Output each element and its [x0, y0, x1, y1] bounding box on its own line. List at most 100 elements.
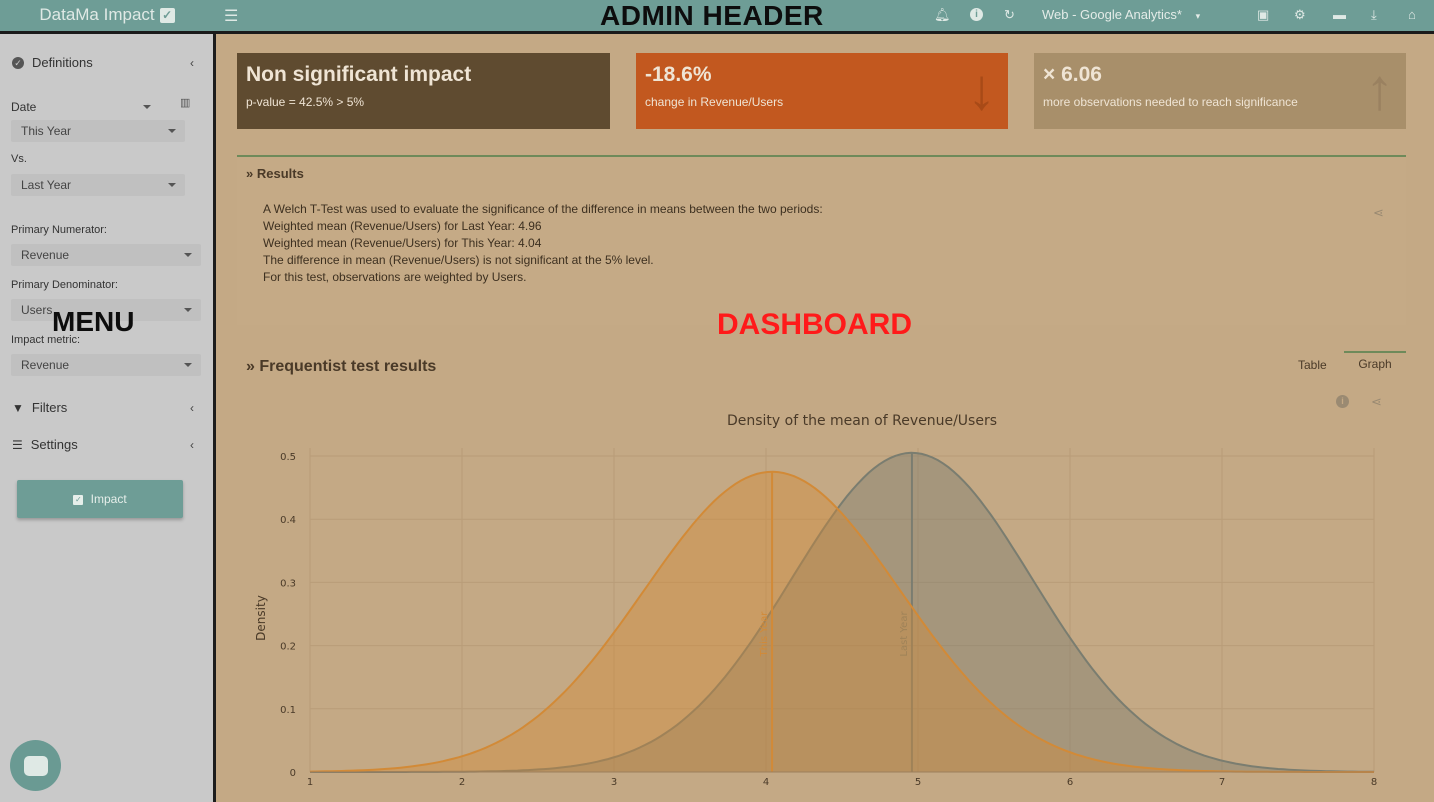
- impact-metric-select-value: Revenue: [21, 358, 70, 372]
- share-icon[interactable]: ⋖: [1373, 205, 1384, 220]
- y-tick-label: 0.2: [280, 642, 296, 653]
- x-tick-label: 3: [611, 777, 617, 788]
- data-source-dropdown[interactable]: Web - Google Analytics* ▾: [1042, 7, 1200, 22]
- chevron-down-icon: [168, 129, 176, 133]
- frequentist-title: » Frequentist test results: [246, 358, 436, 376]
- sliders-icon: ☰: [12, 437, 23, 452]
- filter-icon: ▼: [12, 400, 24, 415]
- menu-overlay-label: MENU: [52, 306, 135, 337]
- chevron-left-icon: ‹: [190, 55, 194, 70]
- brand-logo[interactable]: DataMa Impact ✓: [0, 0, 214, 30]
- y-tick-label: 0: [290, 768, 296, 779]
- results-title: » Results: [246, 166, 304, 181]
- folder-icon[interactable]: ▬: [1333, 7, 1346, 22]
- chart-icon[interactable]: ▥: [180, 97, 191, 109]
- sidebar-item-label: Settings: [30, 437, 78, 452]
- check-icon: ✓: [73, 494, 84, 505]
- x-tick-label: 8: [1371, 777, 1377, 788]
- stat-box-change: -18.6% change in Revenue/Users ↓: [636, 53, 1008, 129]
- chevron-down-icon: [184, 363, 192, 367]
- header-divider: [0, 31, 1434, 34]
- numerator-label: Primary Numerator:: [11, 224, 107, 236]
- tab-table[interactable]: Table: [1298, 358, 1327, 372]
- info-icon[interactable]: i: [970, 8, 983, 21]
- check-circle-icon: ✓: [12, 56, 24, 69]
- stat-box-observations: × 6.06 more observations needed to reach…: [1034, 53, 1406, 129]
- density-chart: Density of the mean of Revenue/Users 1 2 3 4…: [237, 400, 1406, 802]
- stat-box-significance: Non significant impact p-value = 42.5% >…: [237, 53, 610, 129]
- frequentist-title-text: Frequentist test results: [259, 358, 437, 375]
- impact-metric-select[interactable]: Revenue: [11, 354, 201, 376]
- vs-select-value: Last Year: [21, 178, 72, 192]
- double-chevron-icon: »: [246, 358, 255, 375]
- stat-value: -18.6%: [645, 63, 712, 86]
- brand-name: DataMa Impact: [39, 5, 155, 24]
- refresh-icon[interactable]: ↻: [1004, 7, 1015, 22]
- y-tick-label: 0.3: [280, 578, 296, 589]
- chevron-down-icon: [168, 183, 176, 187]
- stat-caption: more observations needed to reach signif…: [1043, 95, 1298, 109]
- results-panel: » Results ⋖ A Welch T-Test was used to e…: [237, 155, 1406, 325]
- chevron-down-icon: ▾: [1195, 11, 1201, 21]
- tab-graph[interactable]: Graph: [1344, 351, 1406, 371]
- series-line: [309, 470, 1374, 773]
- frequentist-panel: » Frequentist test results Table Graph i…: [237, 351, 1406, 802]
- stat-value: Non significant impact: [246, 63, 472, 86]
- arrow-up-icon: ↑: [1365, 57, 1394, 122]
- vs-label: Vs.: [11, 153, 27, 165]
- arrow-down-icon: ↓: [967, 57, 996, 122]
- x-tick-label: 7: [1219, 777, 1225, 788]
- date-select-value: This Year: [21, 124, 72, 138]
- results-line: The difference in mean (Revenue/Users) i…: [263, 253, 654, 267]
- chat-bubble-icon[interactable]: [10, 740, 61, 791]
- denominator-label: Primary Denominator:: [11, 279, 118, 291]
- chevron-down-icon: [184, 308, 192, 312]
- settings-icon[interactable]: ⚙: [1294, 7, 1306, 22]
- vs-select[interactable]: Last Year: [11, 174, 185, 196]
- x-tick-label: 5: [915, 777, 921, 788]
- data-source-label: Web - Google Analytics*: [1042, 7, 1182, 22]
- sidebar-menu: ✓ Definitions ‹ Date ▥ This Year Vs. Las…: [0, 34, 214, 802]
- chevron-down-icon: [184, 253, 192, 257]
- x-tick-label: 2: [459, 777, 465, 788]
- home-icon[interactable]: ⌂: [1408, 7, 1416, 22]
- chart-title: Density of the mean of Revenue/Users: [727, 413, 997, 429]
- stat-caption: change in Revenue/Users: [645, 95, 784, 109]
- results-line: Weighted mean (Revenue/Users) for Last Y…: [263, 219, 542, 233]
- sidebar-item-settings[interactable]: ☰ Settings ‹: [12, 437, 194, 452]
- density-chart-svg: Density of the mean of Revenue/Users 1 2 3 4…: [254, 413, 1377, 788]
- mean-line-label: Last Year: [899, 611, 910, 657]
- dashboard-overlay-label: DASHBOARD: [717, 308, 912, 341]
- y-axis-label: Density: [254, 595, 268, 641]
- numerator-select[interactable]: Revenue: [11, 244, 201, 266]
- chevron-left-icon: ‹: [190, 400, 194, 415]
- date-select[interactable]: This Year: [11, 120, 185, 142]
- date-caret-icon[interactable]: [143, 105, 151, 109]
- impact-button-label: Impact: [90, 492, 127, 506]
- download-icon[interactable]: ⤓: [1371, 7, 1377, 22]
- sidebar-item-label: Definitions: [32, 55, 93, 70]
- info-icon[interactable]: i: [1336, 395, 1349, 408]
- chevron-left-icon: ‹: [190, 437, 194, 452]
- sidebar-item-label: Filters: [31, 400, 68, 415]
- menu-icon[interactable]: ☰: [224, 8, 239, 25]
- results-title-text: Results: [256, 166, 304, 181]
- share-icon[interactable]: ⋖: [1371, 394, 1382, 409]
- results-line: For this test, observations are weighted…: [263, 270, 527, 284]
- save-icon[interactable]: ▣: [1257, 7, 1270, 22]
- results-line: A Welch T-Test was used to evaluate the …: [263, 202, 823, 216]
- sidebar-item-definitions[interactable]: ✓ Definitions ‹: [12, 55, 194, 70]
- admin-header-overlay-label: ADMIN HEADER: [600, 0, 824, 31]
- admin-header: DataMa Impact ✓ ☰ ADMIN HEADER 🔔︎ i ↻ We…: [0, 0, 1434, 33]
- sidebar-divider: [213, 34, 216, 802]
- denominator-select-value: Users: [21, 303, 53, 317]
- denominator-select[interactable]: Users: [11, 299, 201, 321]
- x-tick-label: 6: [1067, 777, 1073, 788]
- bell-icon[interactable]: 🔔︎: [934, 7, 951, 22]
- series-area: [310, 452, 1374, 772]
- numerator-select-value: Revenue: [21, 248, 70, 262]
- results-line: Weighted mean (Revenue/Users) for This Y…: [263, 236, 542, 250]
- impact-button[interactable]: ✓ Impact: [17, 480, 183, 518]
- double-chevron-icon: »: [246, 166, 254, 181]
- sidebar-item-filters[interactable]: ▼ Filters ‹: [12, 400, 194, 415]
